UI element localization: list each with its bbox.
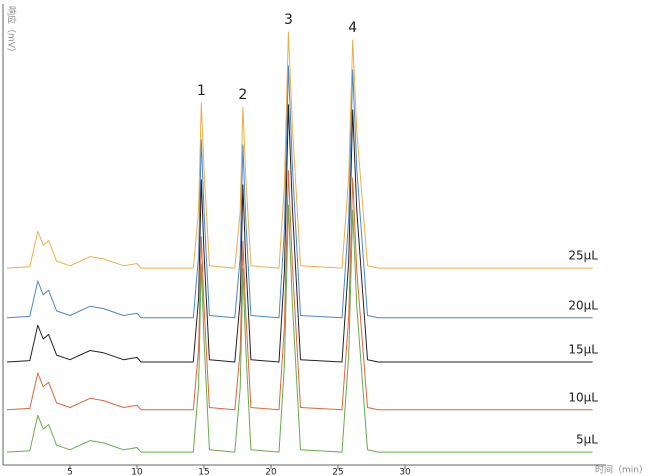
series-label: 5μL — [576, 433, 598, 447]
series-label: 25μL — [568, 249, 598, 263]
series-line — [6, 170, 593, 411]
x-tick-label: 10 — [131, 468, 143, 476]
peak-label: 2 — [238, 87, 247, 103]
series-line — [6, 65, 593, 319]
x-tick-label: 15 — [198, 468, 209, 476]
x-axis-label: 时间（min） — [595, 464, 648, 476]
peak-label: 4 — [348, 20, 357, 36]
x-tick-label: 20 — [265, 468, 277, 476]
x-tick-label: 25 — [332, 468, 343, 476]
series-line — [6, 31, 593, 269]
y-axis-label: 响应（mV） — [6, 6, 18, 57]
series-line — [6, 204, 593, 453]
x-tick-label: 30 — [399, 468, 411, 476]
series-line — [6, 104, 593, 363]
x-tick-label: 5 — [67, 468, 73, 476]
series-label: 20μL — [568, 298, 598, 312]
series-label: 10μL — [568, 390, 598, 404]
peak-label: 3 — [284, 12, 293, 28]
series-label: 15μL — [568, 342, 598, 356]
peak-label: 1 — [197, 83, 206, 99]
